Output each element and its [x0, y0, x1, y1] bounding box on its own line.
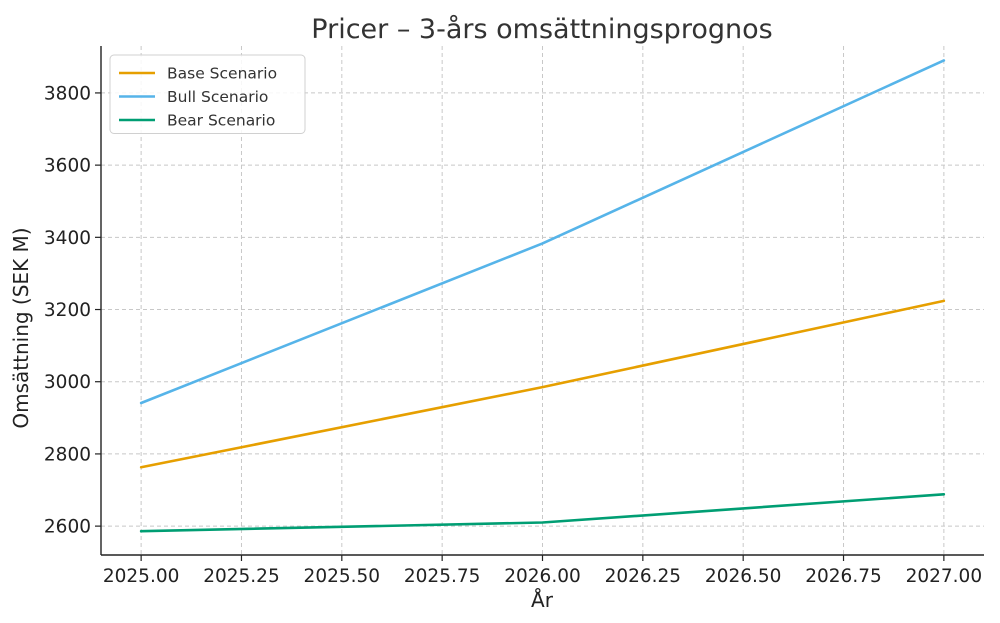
x-tick-label: 2025.00: [103, 566, 180, 587]
chart-title: Pricer – 3-års omsättningsprognos: [311, 14, 772, 45]
x-tick-label: 2026.00: [504, 566, 581, 587]
legend-label-bear-scenario: Bear Scenario: [167, 112, 275, 130]
x-tick-label: 2026.75: [805, 566, 882, 587]
legend-label-bull-scenario: Bull Scenario: [167, 88, 268, 106]
ticks: 2025.00 2025.25 2025.50 2025.75 2026.00 2026.…: [44, 83, 982, 587]
x-tick-label: 2025.50: [304, 566, 381, 587]
legend-frame: [109, 54, 306, 134]
series-line-base-scenario: [139, 299, 946, 469]
x-tick-label: 2027.00: [906, 566, 983, 587]
series-lines: [139, 59, 946, 533]
y-axis-label: Omsättning (SEK M): [9, 227, 33, 428]
x-axis-label: År: [531, 588, 554, 612]
x-tick-label: 2025.75: [404, 566, 481, 587]
series-line-bear-scenario: [139, 493, 946, 533]
y-tick-label: 3800: [44, 83, 91, 104]
x-tick-label: 2026.25: [605, 566, 682, 587]
legend-label-base-scenario: Base Scenario: [167, 65, 277, 83]
y-tick-label: 2600: [44, 517, 91, 538]
x-tick-label: 2026.50: [705, 566, 782, 587]
y-tick-label: 3200: [44, 300, 91, 321]
y-tick-label: 3000: [44, 372, 91, 393]
y-tick-label: 3600: [44, 156, 91, 177]
grid: [101, 46, 984, 555]
y-tick-label: 2800: [44, 444, 91, 465]
y-tick-label: 3400: [44, 228, 91, 249]
x-tick-label: 2025.25: [203, 566, 280, 587]
series-line-bull-scenario: [139, 59, 946, 405]
legend: Base Scenario Bull Scenario Bear Scenario: [109, 54, 306, 134]
